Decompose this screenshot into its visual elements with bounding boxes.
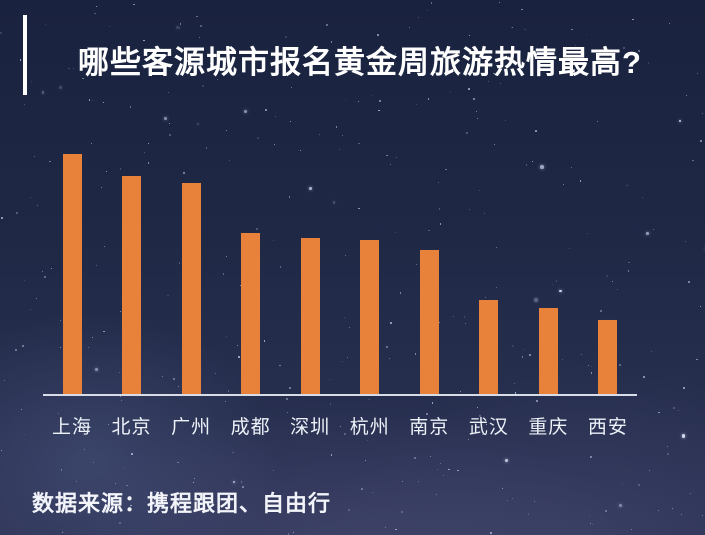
bar <box>598 320 618 394</box>
x-axis-label: 杭州 <box>349 417 390 438</box>
bar <box>241 233 261 394</box>
bar <box>122 176 142 394</box>
bar <box>360 240 380 394</box>
bar <box>300 238 320 394</box>
bar <box>181 183 201 394</box>
bar <box>538 308 558 394</box>
x-axis-label: 北京 <box>111 417 152 438</box>
x-axis-label: 重庆 <box>528 417 569 438</box>
x-axis-label: 广州 <box>171 417 212 438</box>
x-axis-label: 深圳 <box>290 417 331 438</box>
nebula-haze <box>330 360 705 535</box>
bar <box>479 300 499 394</box>
bar <box>419 250 439 394</box>
title-accent-bar <box>23 15 27 95</box>
chart-title: 哪些客源城市报名黄金周旅游热情最高? <box>78 45 642 80</box>
bar <box>62 154 82 394</box>
x-axis-label: 武汉 <box>468 417 509 438</box>
x-axis-label: 上海 <box>51 417 92 438</box>
x-axis-label: 南京 <box>409 417 450 438</box>
x-axis-line <box>43 394 637 396</box>
x-axis-label: 西安 <box>587 417 628 438</box>
x-axis-label: 成都 <box>230 417 271 438</box>
data-source-note: 数据来源：携程跟团、自由行 <box>32 491 332 516</box>
